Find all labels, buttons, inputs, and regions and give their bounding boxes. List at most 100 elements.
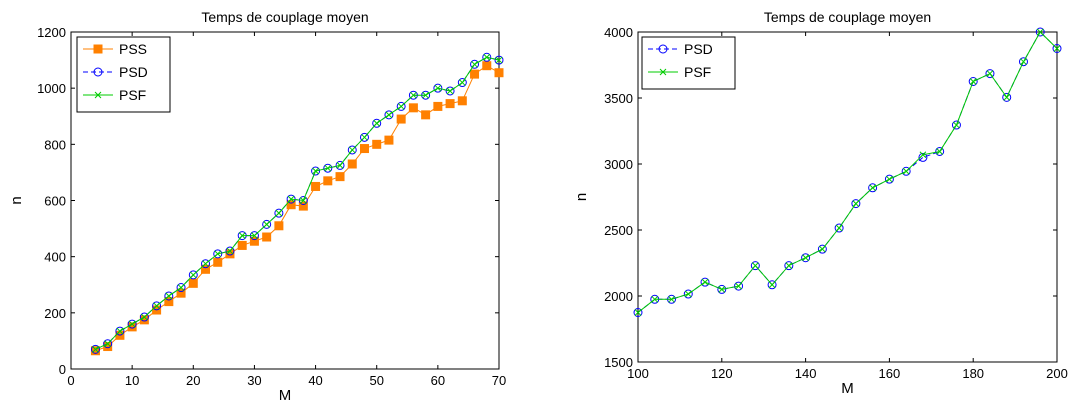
x-tick-label: 50	[369, 373, 383, 388]
data-point-psd	[164, 291, 174, 301]
data-point-psf	[1020, 58, 1027, 66]
y-tick-label: 3000	[604, 157, 633, 172]
data-point-psd	[985, 69, 995, 79]
data-point-psf	[1003, 93, 1011, 101]
data-point-psd	[433, 83, 443, 93]
data-point-pss	[188, 278, 198, 288]
x-tick-label: 10	[125, 373, 139, 388]
legend-label-psf: PSF	[684, 64, 711, 80]
legend: PSD PSF	[641, 36, 736, 90]
legend-label-psf: PSF	[119, 87, 146, 103]
y-tick-label: 2000	[604, 289, 633, 304]
y-tick-label: 600	[44, 194, 66, 209]
data-point-psd	[103, 339, 113, 349]
data-point-pss	[408, 103, 418, 113]
data-point-psd	[901, 166, 911, 176]
x-tick-label: 160	[879, 366, 901, 381]
data-point-psd	[213, 249, 223, 259]
data-point-psf	[177, 284, 185, 291]
y-tick-label: 0	[59, 362, 66, 377]
data-point-psd	[750, 261, 760, 271]
x-tick-label: 40	[308, 373, 322, 388]
data-point-psf	[869, 184, 876, 192]
x-tick-label: 0	[67, 373, 74, 388]
data-point-psd	[188, 270, 198, 280]
y-tick-label: 200	[44, 306, 66, 321]
data-point-psf	[701, 278, 709, 286]
data-point-psf	[275, 209, 283, 217]
data-point-pss	[176, 288, 186, 298]
data-point-psf	[299, 197, 307, 204]
plot-area-box	[637, 31, 1058, 363]
data-point-psf	[986, 70, 994, 77]
x-axis-label: M	[841, 380, 854, 397]
series-line-psf	[637, 31, 1058, 313]
data-point-psd	[1018, 57, 1028, 67]
series-line-psf	[95, 56, 500, 350]
data-point-psf	[116, 327, 124, 335]
data-point-pss	[347, 159, 357, 169]
data-point-psd	[700, 277, 710, 287]
data-point-pss	[249, 236, 259, 246]
data-point-psd	[968, 77, 978, 86]
data-point-psd	[225, 246, 235, 256]
data-point-pss	[421, 110, 431, 120]
data-point-psd	[817, 244, 827, 254]
data-point-psf	[373, 119, 381, 127]
data-point-psd	[445, 86, 455, 96]
data-point-psf	[189, 271, 197, 279]
data-point-psd	[90, 344, 100, 354]
legend-marker-psf	[659, 68, 667, 76]
x-tick-label: 70	[492, 373, 506, 388]
data-point-psd	[323, 163, 333, 173]
x-tick-label: 120	[711, 366, 733, 381]
data-point-psf	[1036, 28, 1044, 36]
chart-2: Temps de couplage moyen 100 120 140 160 180 20…	[573, 9, 1068, 397]
series-psf	[634, 28, 1061, 316]
data-point-psf	[238, 232, 246, 239]
y-tick-label: 1200	[37, 25, 66, 40]
chart-title: Temps de couplage moyen	[764, 9, 931, 25]
data-point-psf	[446, 87, 454, 95]
data-point-pss	[103, 342, 113, 352]
data-point-psd	[951, 120, 961, 130]
data-point-pss	[262, 232, 272, 242]
data-point-psf	[361, 133, 368, 141]
data-point-pss	[482, 61, 492, 71]
x-tick-label: 180	[962, 366, 984, 381]
data-point-psf	[835, 224, 843, 232]
data-point-pss	[372, 139, 382, 149]
y-tick-label: 1500	[604, 355, 633, 370]
data-point-psf	[802, 254, 809, 262]
legend-box	[641, 36, 736, 90]
data-point-psf	[336, 162, 344, 169]
series-psf	[92, 53, 503, 353]
x-tick-label: 200	[1046, 366, 1068, 381]
data-point-psf	[651, 295, 659, 303]
data-point-psf	[202, 260, 209, 268]
chart-1: Temps de couplage moyen 0 10 20 30 40 50 60 70 0 2…	[8, 9, 506, 404]
y-tick-label: 800	[44, 137, 66, 152]
data-point-psd	[683, 289, 693, 299]
data-point-psf	[495, 56, 503, 64]
data-point-psf	[751, 262, 759, 269]
data-point-psf	[92, 345, 99, 353]
data-point-psd	[262, 219, 272, 229]
chart-title: Temps de couplage moyen	[201, 9, 368, 25]
data-point-psf	[886, 175, 893, 183]
data-point-psd	[633, 308, 643, 317]
data-point-pss	[164, 297, 174, 307]
data-point-psd	[396, 101, 406, 111]
series-line-pss	[95, 65, 500, 352]
data-point-psd	[1052, 44, 1062, 53]
data-point-psf	[348, 146, 356, 154]
data-point-psd	[868, 183, 878, 193]
data-point-psf	[226, 247, 234, 255]
data-point-psf	[458, 79, 466, 86]
x-tick-label: 20	[186, 373, 200, 388]
data-point-psd	[457, 78, 467, 88]
data-point-psf	[165, 292, 173, 300]
data-point-psf	[141, 313, 148, 321]
data-point-pss	[237, 240, 247, 250]
